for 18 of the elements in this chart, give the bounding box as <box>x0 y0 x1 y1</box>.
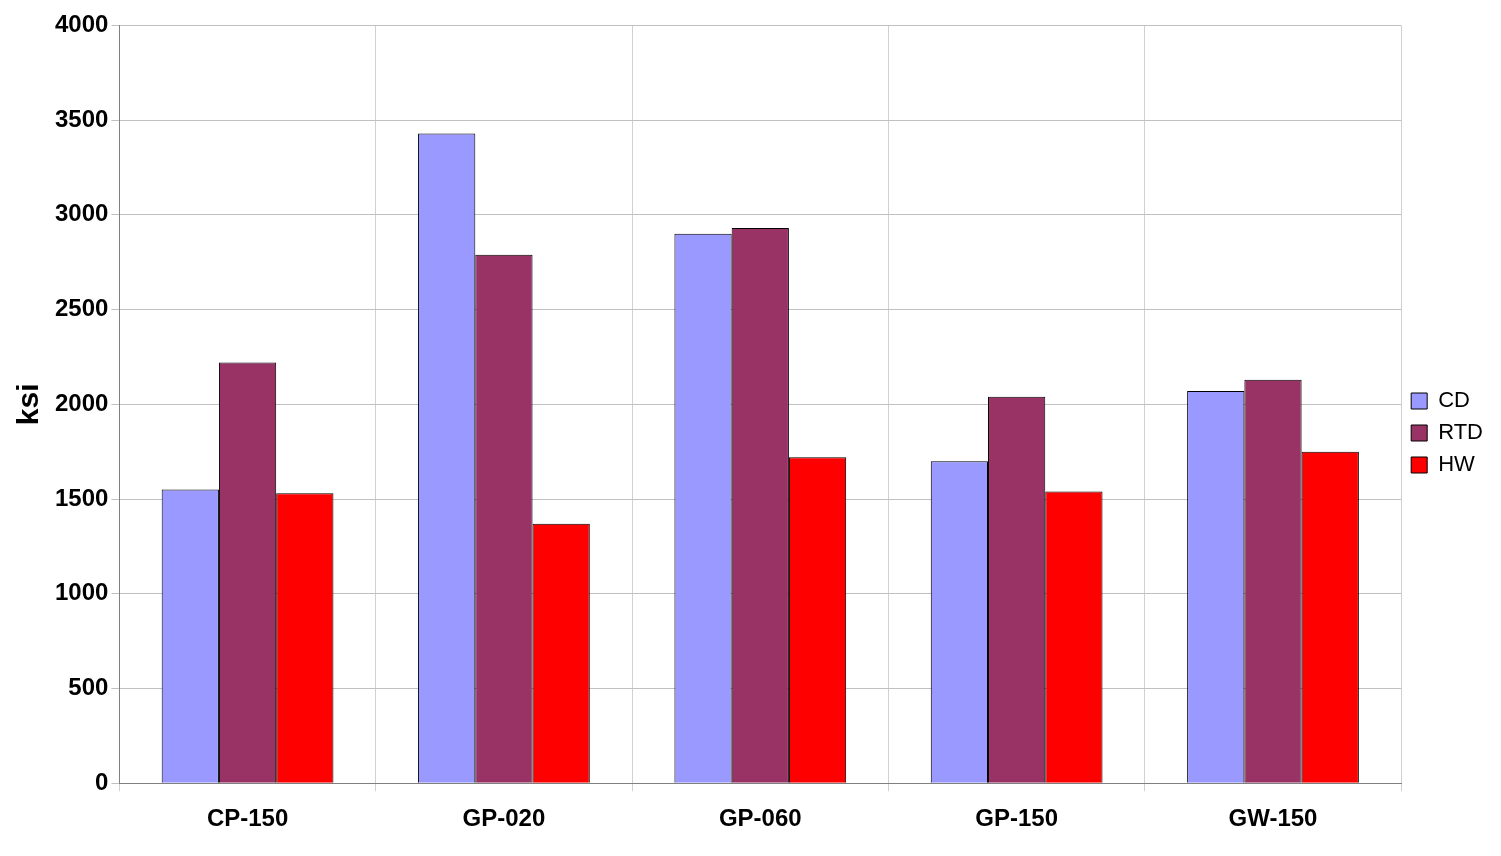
y-tick-label: 0 <box>95 767 109 795</box>
legend-label: HW <box>1438 451 1476 477</box>
legend-label: RTD <box>1438 419 1484 445</box>
y-tick-label: 2000 <box>55 388 109 416</box>
y-tick-label: 2500 <box>55 294 109 322</box>
y-axis-title: ksi <box>11 383 45 426</box>
y-tick-label: 3000 <box>55 199 109 227</box>
y-tick-label: 500 <box>68 673 109 701</box>
x-tick-label: GP-150 <box>975 804 1059 832</box>
y-tick-label: 1000 <box>55 578 109 606</box>
x-tick-label: GP-060 <box>718 804 802 832</box>
legend-label: CD <box>1438 387 1470 413</box>
x-tick-label: CP-150 <box>206 804 289 832</box>
y-tick-label: 4000 <box>55 10 109 38</box>
y-tick-label: 3500 <box>55 104 109 132</box>
x-tick-label: GW-150 <box>1228 804 1318 832</box>
y-tick-label: 1500 <box>55 483 109 511</box>
x-tick-label: GP-020 <box>462 804 546 832</box>
